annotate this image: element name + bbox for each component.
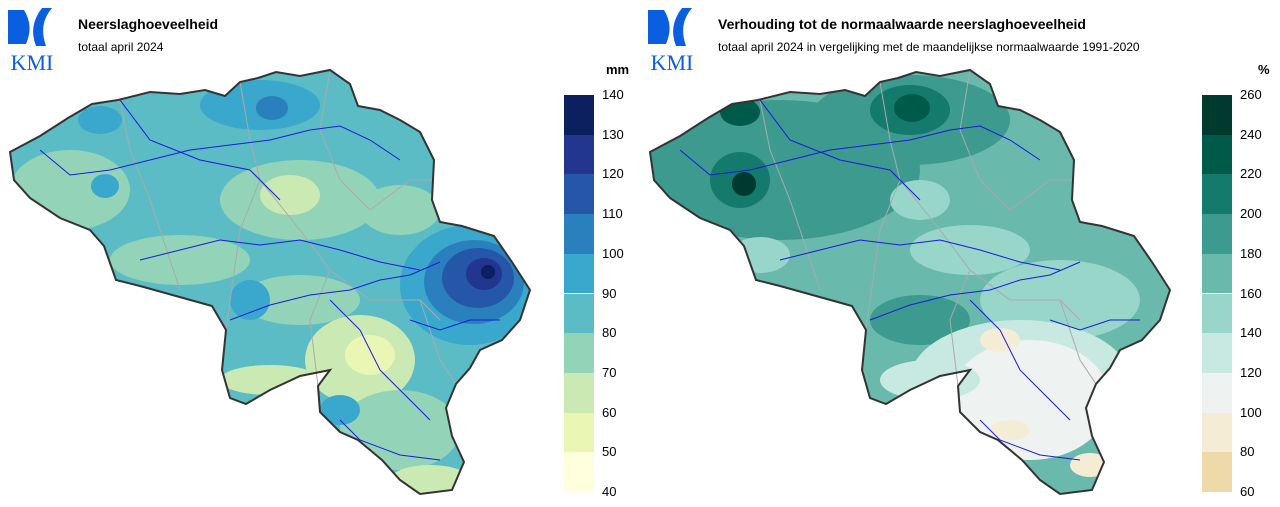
precipitation-legend-swatch	[564, 95, 594, 135]
left-title: Neerslaghoeveelheid	[78, 16, 219, 32]
ratio-map	[649, 69, 1171, 495]
precipitation-legend-swatch	[564, 214, 594, 254]
left-unit-label: mm	[606, 62, 630, 77]
precipitation-legend-swatch	[564, 333, 594, 373]
precipitation-legend-swatch	[564, 452, 594, 492]
precipitation-panel: KMI Neerslaghoeveelheid totaal april 202…	[8, 8, 630, 499]
precipitation-map	[9, 69, 531, 495]
left-subtitle: totaal april 2024	[78, 40, 164, 54]
ratio-legend-swatch	[1202, 372, 1232, 413]
right-title: Verhouding tot de normaalwaarde neerslag…	[718, 16, 1086, 32]
precipitation-legend-swatch	[564, 412, 594, 453]
precipitation-legend-swatch	[564, 134, 594, 175]
precipitation-legend-swatch	[564, 253, 594, 294]
precipitation-legend-tick: 100	[602, 245, 624, 261]
precipitation-legend-swatch	[564, 293, 594, 334]
ratio-panel: KMI Verhouding tot de normaalwaarde neer…	[640, 0, 1280, 507]
kmi-logo-icon: KMI	[8, 8, 54, 72]
ratio-legend-tick: 60	[1240, 484, 1255, 499]
ratio-legend-swatch	[1202, 293, 1232, 334]
ratio-legend-swatch	[1202, 452, 1232, 492]
precipitation-legend-swatch	[564, 174, 594, 215]
ratio-legend-swatch	[1202, 174, 1232, 215]
ratio-legend-tick: 200	[1240, 206, 1262, 222]
ratio-legend-tick: 160	[1240, 285, 1262, 301]
ratio-legend-tick: 240	[1240, 126, 1262, 142]
precipitation-legend-tick: 120	[602, 166, 624, 182]
ratio-legend: 260 240 220 200 180 160 140 120 100 80 60	[1202, 88, 1262, 499]
ratio-legend-swatch	[1202, 214, 1232, 254]
precipitation-legend-tick: 50	[602, 444, 617, 460]
ratio-legend-tick: 220	[1240, 166, 1262, 182]
right-subtitle: totaal april 2024 in vergelijking met de…	[718, 40, 1140, 54]
ratio-legend-tick: 120	[1240, 364, 1262, 380]
ratio-legend-swatch	[1202, 253, 1232, 294]
precipitation-legend-tick: 110	[602, 206, 623, 222]
ratio-legend-tick: 140	[1240, 325, 1262, 341]
ratio-legend-tick: 80	[1240, 444, 1255, 460]
precipitation-legend-tick: 140	[602, 87, 624, 102]
ratio-legend-tick: 100	[1240, 404, 1262, 420]
ratio-legend-tick: 260	[1240, 87, 1262, 102]
ratio-legend-swatch	[1202, 134, 1232, 175]
right-unit-label: %	[1258, 62, 1270, 77]
precipitation-legend-tick: 130	[602, 126, 624, 142]
kmi-logo-text: KMI	[651, 50, 694, 72]
precipitation-legend-tick: 60	[602, 404, 617, 420]
ratio-legend-swatch	[1202, 412, 1232, 453]
precipitation-legend-tick: 70	[602, 364, 617, 380]
precipitation-legend-tick: 40	[602, 484, 617, 499]
ratio-legend-swatch	[1202, 333, 1232, 373]
precipitation-legend-swatch	[564, 372, 594, 413]
precipitation-legend-tick: 80	[602, 325, 617, 341]
ratio-legend-tick: 180	[1240, 245, 1262, 261]
ratio-legend-swatch	[1202, 95, 1232, 135]
kmi-logo-text: KMI	[11, 50, 54, 72]
kmi-logo-icon: KMI	[648, 8, 694, 72]
precipitation-legend: 140 130 120 110 100 90 80 70 60 50 40	[564, 88, 624, 499]
precipitation-legend-tick: 90	[602, 285, 617, 301]
